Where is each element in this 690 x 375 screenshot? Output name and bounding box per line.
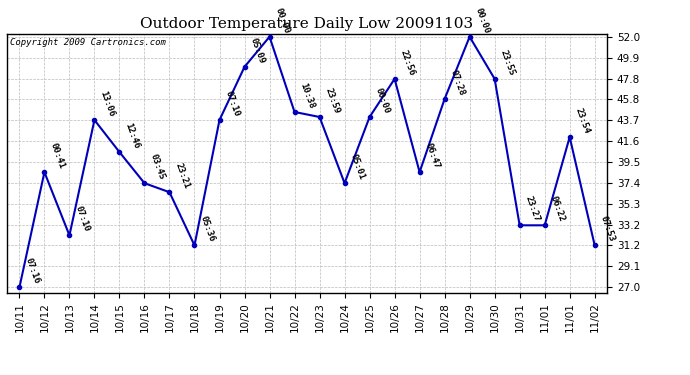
Text: 00:00: 00:00	[474, 6, 491, 34]
Text: 06:22: 06:22	[549, 195, 566, 223]
Text: 05:36: 05:36	[199, 215, 216, 243]
Text: 07:10: 07:10	[74, 205, 91, 233]
Text: 23:27: 23:27	[524, 195, 542, 223]
Text: 10:38: 10:38	[299, 81, 316, 110]
Text: 07:10: 07:10	[224, 90, 241, 118]
Text: 05:09: 05:09	[248, 36, 266, 64]
Text: 06:47: 06:47	[424, 142, 442, 170]
Title: Outdoor Temperature Daily Low 20091103: Outdoor Temperature Daily Low 20091103	[141, 17, 473, 31]
Text: 00:41: 00:41	[48, 142, 66, 170]
Text: 22:56: 22:56	[399, 48, 416, 77]
Text: 23:59: 23:59	[324, 87, 342, 115]
Text: 00:00: 00:00	[374, 87, 391, 115]
Text: 00:00: 00:00	[274, 6, 291, 34]
Text: 07:16: 07:16	[23, 257, 41, 285]
Text: 23:55: 23:55	[499, 48, 516, 77]
Text: 05:01: 05:01	[348, 153, 366, 181]
Text: 13:06: 13:06	[99, 90, 116, 118]
Text: 07:28: 07:28	[448, 69, 466, 97]
Text: 23:54: 23:54	[574, 106, 591, 135]
Text: Copyright 2009 Cartronics.com: Copyright 2009 Cartronics.com	[10, 38, 166, 46]
Text: 03:45: 03:45	[148, 153, 166, 181]
Text: 07:53: 07:53	[599, 215, 616, 243]
Text: 23:21: 23:21	[174, 162, 191, 190]
Text: 12:46: 12:46	[124, 122, 141, 150]
